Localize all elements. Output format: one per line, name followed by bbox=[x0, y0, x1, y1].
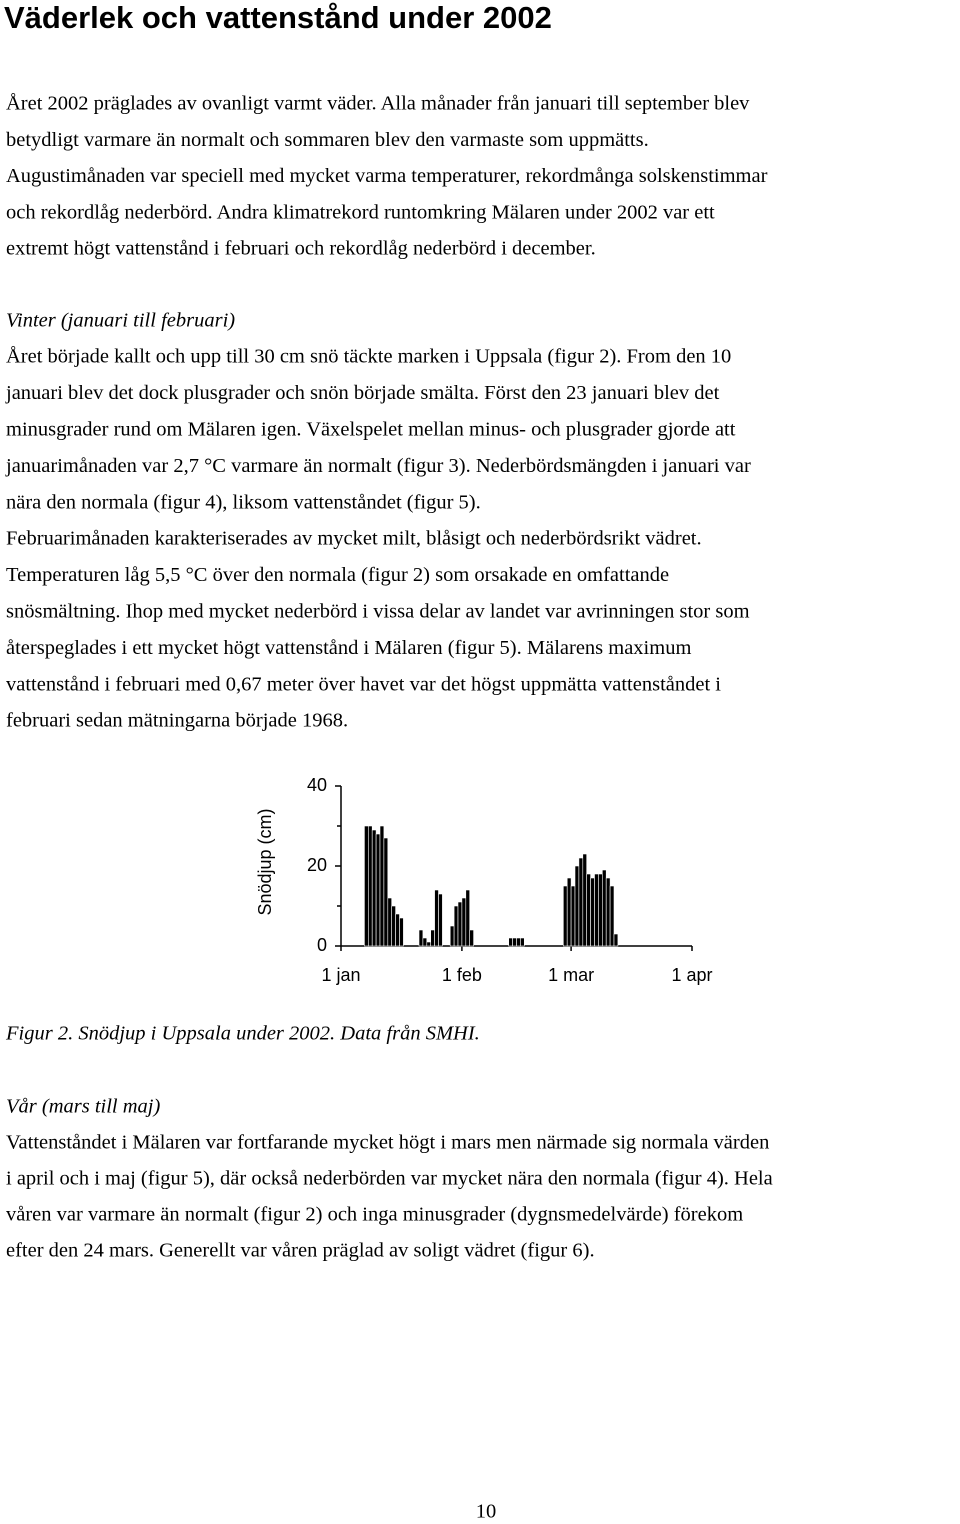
bar bbox=[469, 929, 474, 947]
bar bbox=[609, 885, 615, 947]
bar bbox=[383, 837, 389, 947]
bar bbox=[375, 833, 381, 947]
bar bbox=[461, 897, 467, 947]
text-line: återspeglades i ett mycket högt vattenst… bbox=[6, 637, 691, 659]
bar bbox=[426, 941, 431, 947]
bar bbox=[605, 877, 611, 947]
text-line: minusgrader rund om Mälaren igen. Växels… bbox=[6, 419, 736, 441]
y-tick-label: 20 bbox=[307, 855, 327, 875]
x-tick-label: 1 jan bbox=[321, 965, 360, 985]
text-line: Temperaturen låg 5,5 °C över den normala… bbox=[6, 564, 669, 586]
y-axis-label: Snödjup (cm) bbox=[255, 808, 275, 915]
bar bbox=[562, 885, 568, 947]
bar bbox=[418, 929, 424, 947]
bar bbox=[449, 925, 455, 947]
x-tick-label: 1 apr bbox=[671, 965, 712, 985]
title: Väderlek och vattenstånd under 2002 bbox=[4, 0, 552, 35]
page-number: 10 bbox=[476, 1501, 497, 1523]
bar bbox=[598, 873, 603, 947]
x-tick-label: 1 feb bbox=[442, 965, 482, 985]
bar bbox=[566, 877, 572, 947]
text-line: februari sedan mätningarna började 1968. bbox=[6, 710, 348, 732]
text-line: och rekordlåg nederbörd. Andra klimatrek… bbox=[6, 201, 715, 223]
text-line: Vattenståndet i Mälaren var fortfarande … bbox=[6, 1132, 769, 1154]
bar bbox=[594, 873, 599, 947]
text-line: vattenstånd i februari med 0,67 meter öv… bbox=[6, 673, 721, 695]
text-line: efter den 24 mars. Generellt var våren p… bbox=[6, 1240, 595, 1262]
text-line: betydligt varmare än normalt och sommare… bbox=[6, 129, 649, 151]
text-line: Augustimånaden var speciell med mycket v… bbox=[6, 165, 768, 187]
bar bbox=[601, 869, 607, 947]
section-heading: Vinter (januari till februari) bbox=[6, 310, 235, 332]
bar bbox=[520, 937, 525, 947]
bar bbox=[453, 905, 459, 947]
bar bbox=[457, 901, 463, 947]
bar bbox=[430, 929, 435, 947]
bar bbox=[379, 825, 385, 947]
section-heading: Vår (mars till maj) bbox=[6, 1096, 160, 1118]
text-line: nära den normala (figur 4), liksom vatte… bbox=[6, 491, 481, 513]
bar bbox=[387, 897, 392, 947]
bar bbox=[399, 917, 404, 947]
bar bbox=[508, 937, 513, 947]
x-tick-label: 1 mar bbox=[548, 965, 594, 985]
bar bbox=[438, 893, 443, 947]
bar bbox=[574, 865, 580, 947]
bar bbox=[367, 825, 373, 947]
y-tick-label: 40 bbox=[307, 775, 327, 795]
bar bbox=[512, 937, 517, 947]
bar bbox=[422, 937, 428, 947]
bar bbox=[586, 873, 591, 947]
bar bbox=[578, 857, 584, 947]
bar bbox=[582, 853, 587, 947]
bar bbox=[364, 825, 369, 947]
text-line: Februarimånaden karakteriserades av myck… bbox=[6, 528, 702, 550]
figure-caption: Figur 2. Snödjup i Uppsala under 2002. D… bbox=[5, 1023, 480, 1045]
text-line: januari blev det dock plusgrader och snö… bbox=[5, 382, 720, 404]
text-line: snösmältning. Ihop med mycket nederbörd … bbox=[6, 601, 750, 623]
bar bbox=[465, 889, 470, 947]
y-tick-label: 0 bbox=[317, 935, 327, 955]
bar bbox=[570, 885, 576, 947]
text-line: januarimånaden var 2,7 °C varmare än nor… bbox=[5, 455, 751, 477]
bar bbox=[613, 933, 619, 947]
text-line: extremt högt vattenstånd i februari och … bbox=[6, 238, 596, 260]
bar bbox=[395, 913, 400, 947]
bar bbox=[590, 877, 595, 947]
bar bbox=[434, 889, 439, 947]
bar bbox=[391, 905, 396, 947]
text-line: i april och i maj (figur 5), där också n… bbox=[6, 1168, 773, 1190]
text-line: våren var varmare än normalt (figur 2) o… bbox=[6, 1204, 743, 1226]
bar bbox=[371, 829, 377, 947]
bar bbox=[516, 937, 521, 947]
text-line: Året började kallt och upp till 30 cm sn… bbox=[6, 346, 731, 368]
text-line: Året 2002 präglades av ovanligt varmt vä… bbox=[6, 93, 750, 115]
